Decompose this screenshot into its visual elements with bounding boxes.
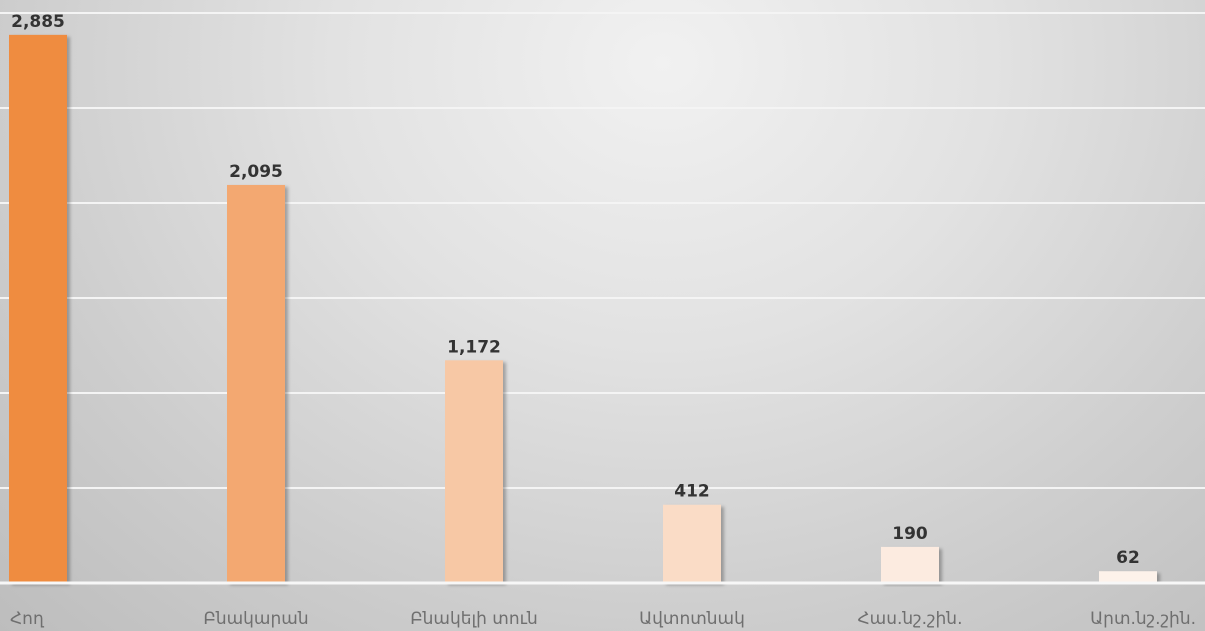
data-labels: 2,885 2,095 1,172 412 190 62 — [11, 12, 1140, 568]
bar-value-label: 190 — [892, 524, 928, 544]
bar — [445, 360, 503, 583]
gridlines — [0, 12, 1205, 489]
bar — [663, 504, 721, 583]
x-tick-label: Ավտոտնակ — [639, 609, 745, 629]
x-axis-tick-labels: Հող Բնակարան Բնակելի տուն Ավտոտնակ Հաս.նշ.շի… — [10, 609, 1196, 629]
x-tick-label: Հող — [10, 609, 45, 629]
bar — [1099, 571, 1157, 583]
bar — [227, 184, 285, 583]
x-tick-label: Հաս.նշ.շին. — [858, 609, 963, 629]
bar — [9, 34, 67, 584]
x-tick-label: Արտ.նշ.շին. — [1090, 609, 1196, 629]
x-tick-label: Բնակարան — [203, 609, 308, 629]
bar-value-label: 1,172 — [447, 337, 501, 357]
bars — [9, 34, 1157, 584]
bar-value-label: 62 — [1116, 548, 1140, 568]
bar-value-label: 412 — [674, 482, 710, 502]
bar-value-label: 2,885 — [11, 12, 65, 32]
bar — [881, 546, 939, 583]
x-tick-label: Բնակելի տուն — [410, 609, 538, 629]
bar-value-label: 2,095 — [229, 162, 283, 182]
